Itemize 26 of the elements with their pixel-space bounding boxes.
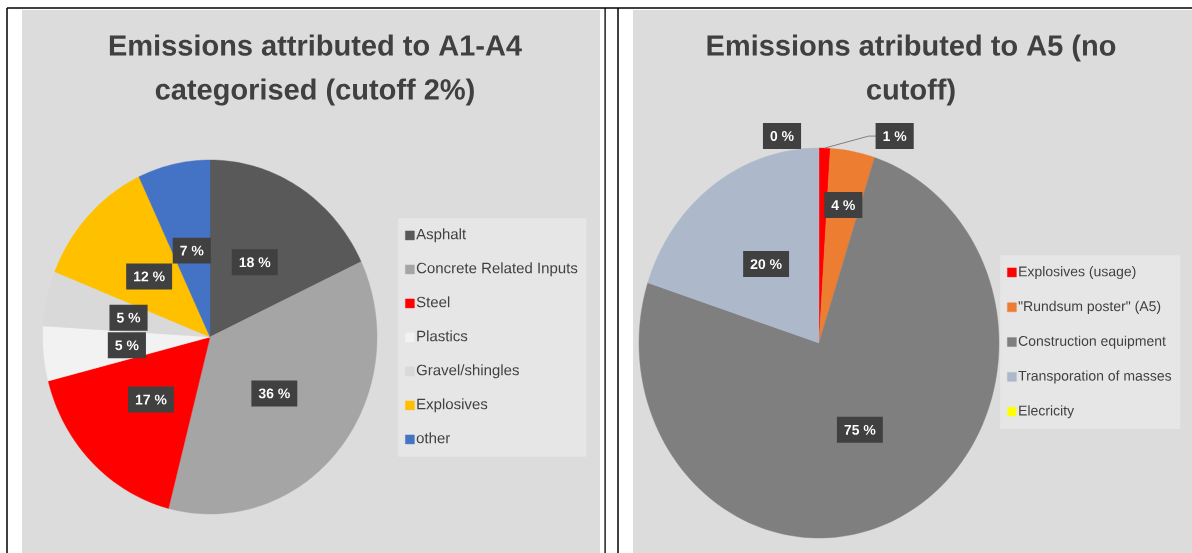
legend-label: Explosives	[417, 398, 488, 413]
data-label: 75 %	[844, 424, 876, 435]
legend-label: "Rundsum poster" (A5)	[1018, 300, 1161, 314]
data-label: 7 %	[180, 245, 204, 256]
legend-label: Construction equipment	[1018, 335, 1166, 349]
data-label: 20 %	[750, 259, 782, 270]
legend-label: Concrete Related Inputs	[416, 262, 578, 277]
legend-label: Explosives (usage)	[1019, 266, 1136, 280]
text: 0 %	[770, 131, 794, 141]
legend-label: other	[416, 432, 451, 444]
legend-label: Gravel/shingles	[416, 364, 519, 379]
legend-label: Asphalt	[416, 228, 467, 243]
data-label: 1 %	[883, 131, 907, 142]
data-label: 5 %	[116, 312, 141, 323]
data-label: 5 %	[115, 340, 139, 351]
data-label: 17 %	[135, 394, 167, 405]
legend-label: Steel	[416, 296, 450, 308]
data-label: 12 %	[134, 271, 165, 282]
data-label: 36 %	[258, 388, 290, 399]
data-label: 4 %	[831, 200, 855, 211]
chart-title: Emissions attributed to A1-A4 categorised (cutoff 2%)	[109, 34, 522, 106]
legend-label: Transporation of masses	[1018, 370, 1172, 384]
legend-label: Plastics	[417, 330, 468, 342]
chart-title: Emissions atributed to A5 (no cutoff)	[707, 34, 1116, 106]
legend-label: Elecricity	[1019, 405, 1075, 419]
data-label: 18 %	[239, 257, 271, 268]
